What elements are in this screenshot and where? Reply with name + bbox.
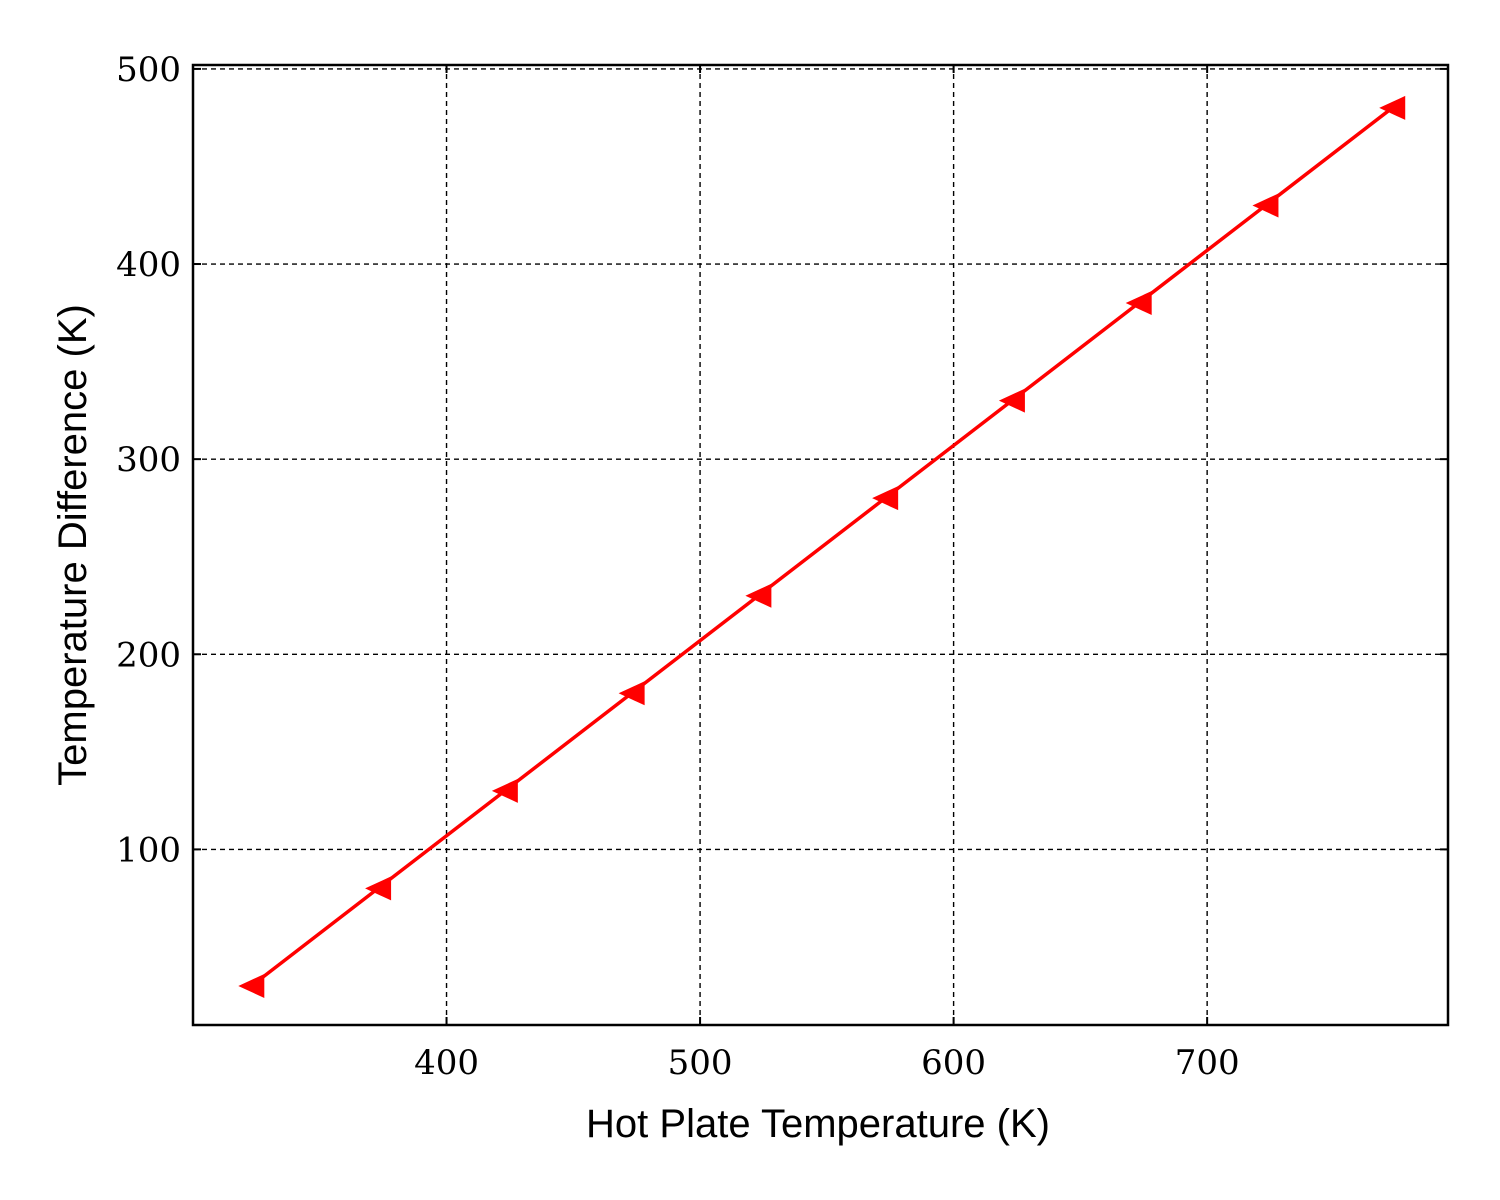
data-point-marker [998, 388, 1025, 413]
y-tick-label: 200 [116, 635, 181, 675]
y-axis-label: Temperature Difference (K) [51, 304, 95, 786]
x-tick-label: 600 [921, 1043, 986, 1083]
y-tick-label: 400 [116, 245, 181, 285]
x-axis-label: Hot Plate Temperature (K) [586, 1102, 1050, 1146]
y-tick-label: 500 [116, 50, 181, 90]
data-point-marker [1379, 95, 1406, 120]
data-point-marker [745, 583, 772, 608]
axis-ticks: 400 500 600 700 100 200 300 400 500 [116, 50, 1448, 1083]
y-tick-label: 300 [116, 440, 181, 480]
x-tick-label: 400 [414, 1043, 479, 1083]
x-tick-label: 500 [668, 1043, 733, 1083]
data-point-marker [872, 486, 899, 511]
x-tick-label: 700 [1175, 1043, 1240, 1083]
data-point-marker [365, 876, 392, 901]
series-line [250, 106, 1394, 988]
data-point-marker [618, 681, 645, 706]
data-point-marker [491, 778, 518, 803]
data-point-marker [1252, 193, 1279, 218]
plot-frame [191, 63, 1450, 1027]
grid-lines [193, 65, 1448, 1025]
series-layer [238, 95, 1406, 998]
y-tick-label: 100 [116, 830, 181, 870]
data-point-marker [238, 973, 265, 998]
data-point-marker [1125, 291, 1152, 316]
